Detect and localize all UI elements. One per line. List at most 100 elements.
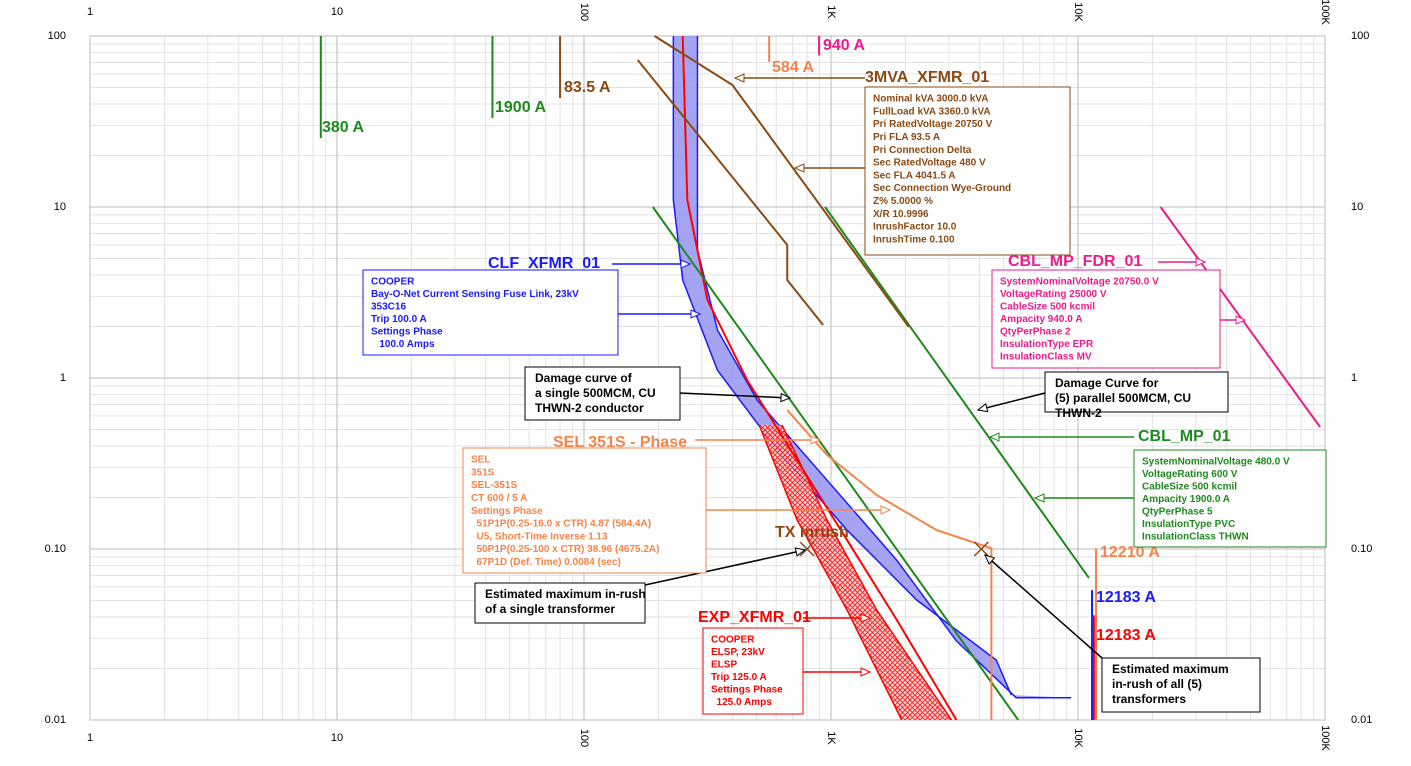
x-tick-label: 10K	[1072, 2, 1084, 22]
curve	[652, 206, 1020, 721]
curve-label: 1900 A	[495, 99, 546, 116]
device-setting: InrushFactor 10.0	[873, 222, 957, 233]
x-tick-label: 100K	[1319, 725, 1331, 751]
x-tick-label: 100	[578, 3, 590, 21]
inrush-marker	[973, 541, 989, 557]
x-tick-label: 1K	[825, 731, 837, 745]
device-name: SEL 351S - Phase	[553, 434, 687, 451]
note-text: a single 500MCM, CU	[535, 386, 656, 400]
note-text: (5) parallel 500MCM, CU	[1055, 391, 1191, 405]
device-box	[864, 86, 1071, 256]
curve	[636, 59, 824, 326]
device-setting: U5, Short-Time Inverse 1.13	[471, 531, 608, 542]
curve-label: 940 A	[823, 37, 866, 54]
device-setting: SEL	[471, 455, 490, 466]
device-setting: Trip 125.0 A	[711, 672, 767, 683]
inrush-marker	[799, 541, 815, 557]
note-text: of a single transformer	[485, 602, 615, 616]
device-box	[702, 627, 804, 715]
x-tick-label: 10	[331, 732, 343, 744]
arrowhead	[1235, 315, 1247, 325]
device-setting: CableSize 500 kcmil	[1142, 482, 1237, 493]
x-tick-label: 100	[578, 729, 590, 747]
device-setting: CT 600 / 5 A	[471, 493, 527, 504]
device-setting: Sec FLA 4041.5 A	[873, 170, 956, 181]
note-text: in-rush of all (5)	[1112, 677, 1202, 691]
curve-label: 83.5 A	[564, 79, 611, 96]
note-text: Damage Curve for	[1055, 376, 1159, 390]
device-setting: InsulationType EPR	[1000, 339, 1094, 350]
device-setting: Bay-O-Net Current Sensing Fuse Link, 23k…	[371, 289, 579, 300]
leader-line	[644, 549, 806, 586]
y-tick-label: 100	[48, 30, 66, 42]
note-box	[1101, 657, 1261, 713]
device-setting: CableSize 500 kcmil	[1000, 302, 1095, 313]
device-setting: X/R 10.9996	[873, 209, 929, 220]
device-setting: SystemNominalVoltage 480.0 V	[1142, 457, 1290, 468]
device-box	[462, 447, 707, 574]
y-tick-label: 0.10	[45, 543, 66, 555]
arrowhead	[690, 309, 702, 319]
device-setting: Sec Connection Wye-Ground	[873, 183, 1011, 194]
device-setting: Pri FLA 93.5 A	[873, 132, 940, 143]
arrowhead	[810, 435, 822, 445]
y-tick-label: 10	[1351, 201, 1363, 213]
device-name: 3MVA_XFMR_01	[865, 69, 989, 86]
note-text: transformers	[1112, 692, 1186, 706]
arrowhead	[860, 667, 872, 677]
arrowhead	[794, 547, 807, 557]
curve	[786, 409, 993, 720]
device-setting: QtyPerPhase 2	[1000, 327, 1071, 338]
y-tick-label: 100	[1351, 30, 1369, 42]
device-setting: Settings Phase	[371, 327, 443, 338]
band-edge	[696, 36, 1072, 699]
device-box	[991, 269, 1221, 369]
device-setting: FullLoad kVA 3360.0 kVA	[873, 106, 991, 117]
y-tick-label: 1	[1351, 372, 1357, 384]
device-name: CLF_XFMR_01	[488, 255, 600, 272]
note-box	[1044, 371, 1229, 413]
x-tick-label: 1	[87, 6, 93, 18]
device-setting: QtyPerPhase 5	[1142, 507, 1213, 518]
leader-line	[984, 554, 1103, 659]
device-setting: Pri Connection Delta	[873, 145, 972, 156]
y-tick-label: 0.10	[1351, 543, 1372, 555]
device-setting: ELSP	[711, 660, 737, 671]
arrowhead	[733, 73, 745, 83]
arrowhead	[880, 505, 892, 515]
x-tick-label: 10K	[1072, 728, 1084, 748]
device-setting: 100.0 Amps	[371, 339, 435, 350]
arrowhead	[984, 554, 996, 565]
band-edge	[758, 424, 903, 721]
x-tick-label: 100K	[1319, 0, 1331, 26]
arrowhead	[680, 259, 692, 269]
device-setting: COOPER	[711, 635, 755, 646]
arrowhead	[793, 163, 805, 173]
device-setting: Ampacity 1900.0 A	[1142, 494, 1230, 505]
arrowhead	[988, 432, 1000, 442]
arrowhead	[860, 613, 872, 623]
leader-line	[977, 392, 1046, 411]
curve-label: 12183 A	[1096, 589, 1156, 606]
note-text: THWN-2	[1055, 406, 1102, 420]
curve-label: 12183 A	[1096, 627, 1156, 644]
device-setting: 50P1P(0.25-100 x CTR) 38.96 (4675.2A)	[471, 544, 659, 555]
device-setting: Ampacity 940.0 A	[1000, 314, 1082, 325]
device-setting: InsulationType PVC	[1142, 519, 1235, 530]
x-tick-label: 1K	[825, 5, 837, 19]
arrowhead	[780, 392, 792, 403]
curve	[681, 35, 958, 721]
note-box	[474, 582, 646, 624]
device-setting: SEL-351S	[471, 480, 517, 491]
note-text: Estimated maximum in-rush	[485, 587, 646, 601]
device-setting: Z% 5.0000 %	[873, 196, 933, 207]
device-setting: SystemNominalVoltage 20750.0 V	[1000, 277, 1159, 288]
x-tick-label: 1	[87, 732, 93, 744]
device-setting: ELSP, 23kV	[711, 647, 765, 658]
device-box	[362, 269, 619, 356]
curve-label: 380 A	[322, 119, 365, 136]
note-text: Damage curve of	[535, 371, 633, 385]
arrowhead	[1033, 493, 1045, 503]
